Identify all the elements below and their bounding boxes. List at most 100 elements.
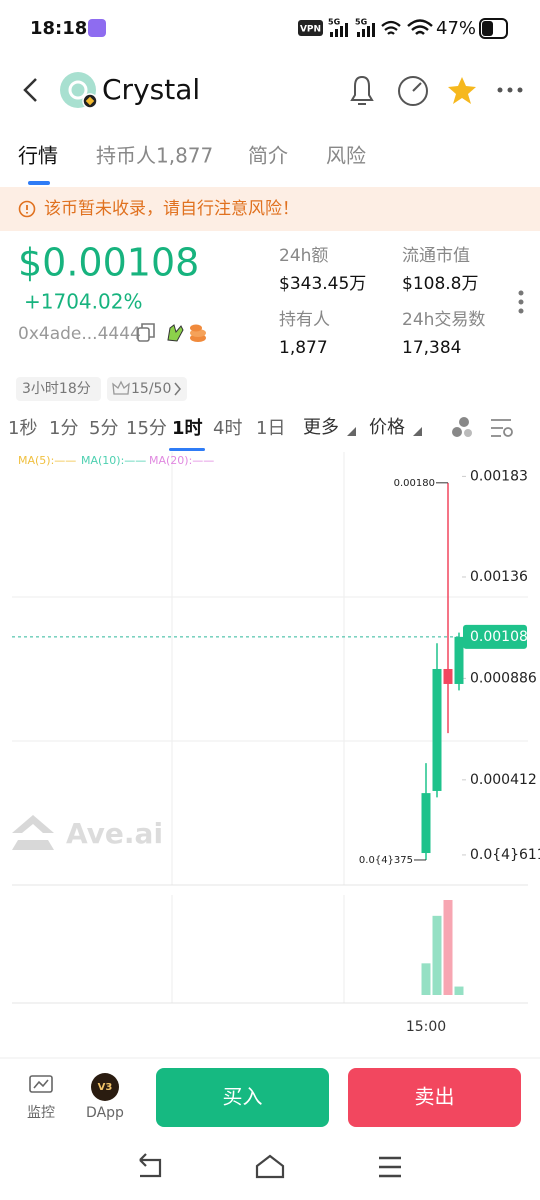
price-tag-label: 0.00108 bbox=[470, 629, 528, 645]
favorite-star[interactable] bbox=[448, 77, 476, 104]
interval[interactable]: 4时 bbox=[213, 418, 242, 439]
stat-value: 1,877 bbox=[279, 338, 328, 358]
nav-home[interactable] bbox=[255, 1154, 285, 1179]
stat-label: 24h交易数 bbox=[402, 310, 485, 330]
app-icon bbox=[88, 19, 106, 37]
interval-indicator bbox=[169, 448, 205, 451]
token-title: Crystal bbox=[102, 73, 200, 106]
candle-body bbox=[421, 793, 431, 854]
candle-body bbox=[432, 668, 442, 791]
volume-bar bbox=[432, 915, 442, 995]
y-tick-label: 0.00136 bbox=[470, 569, 528, 585]
stat-value: $108.8万 bbox=[402, 274, 478, 294]
gauge-icon[interactable] bbox=[398, 76, 428, 106]
score-text: 15/50 bbox=[131, 381, 171, 397]
price-tag bbox=[463, 624, 527, 649]
more-intervals[interactable]: 更多 bbox=[303, 417, 339, 438]
buy-label[interactable]: 买入 bbox=[223, 1085, 263, 1109]
ma-label: MA(10):—— bbox=[81, 454, 146, 467]
nav-back[interactable] bbox=[139, 1153, 162, 1178]
contract-address: 0x4ade...4444 bbox=[18, 324, 141, 344]
token-logo-mark bbox=[68, 80, 88, 100]
hotspot-icon bbox=[381, 20, 401, 35]
price-change: +1704.02% bbox=[24, 290, 142, 314]
stats-menu[interactable] bbox=[518, 290, 524, 314]
price: $0.00108 bbox=[18, 241, 199, 285]
volume-bar bbox=[454, 986, 464, 995]
interval[interactable]: 1时 bbox=[172, 418, 203, 439]
tab-indicator bbox=[28, 181, 50, 185]
tab[interactable]: 简介 bbox=[248, 144, 288, 168]
volume-bar bbox=[443, 900, 453, 995]
coins-icon bbox=[190, 324, 206, 342]
low-label: 0.0{4}375 bbox=[359, 855, 413, 866]
settings-icon[interactable] bbox=[491, 419, 513, 437]
watermark-logo bbox=[12, 815, 54, 850]
ma-label: MA(20):—— bbox=[149, 454, 214, 467]
y-tick-label: 0.0{4}611 bbox=[470, 847, 540, 863]
dapp-label[interactable]: DApp bbox=[86, 1105, 124, 1121]
battery-percent: 47% bbox=[436, 18, 476, 39]
warning-banner bbox=[0, 187, 540, 231]
clock: 18:18 bbox=[30, 18, 87, 39]
y-tick-label: 0.000886 bbox=[470, 670, 537, 686]
candle-chart: 0.00183 0.00136 0.000886 0.000412 0.0{4}611 0… bbox=[12, 468, 540, 995]
more-menu[interactable] bbox=[497, 87, 523, 93]
nav-menu[interactable] bbox=[379, 1156, 401, 1178]
volume-bar bbox=[421, 963, 431, 995]
crown-icon bbox=[112, 380, 130, 395]
chain-badge-mark bbox=[85, 96, 95, 106]
chart-area bbox=[0, 452, 540, 1012]
bell-icon[interactable] bbox=[350, 75, 374, 105]
sell-button[interactable] bbox=[348, 1068, 521, 1127]
dropdown-arrow bbox=[347, 427, 356, 436]
stat-label: 24h额 bbox=[279, 246, 328, 266]
score-badge[interactable] bbox=[107, 377, 187, 401]
vpn-box bbox=[298, 20, 323, 36]
stat-value: $343.45万 bbox=[279, 274, 366, 294]
dapp-badge: V3 bbox=[98, 1082, 113, 1093]
tab[interactable]: 行情 bbox=[18, 144, 58, 168]
stat-label: 持有人 bbox=[279, 310, 330, 330]
signal-1 bbox=[330, 23, 348, 37]
buy-button[interactable] bbox=[156, 1068, 329, 1127]
network-label: 5G bbox=[355, 18, 367, 27]
interval[interactable]: 1秒 bbox=[8, 418, 37, 439]
hand-icon bbox=[167, 324, 184, 342]
copy-icon[interactable] bbox=[137, 323, 155, 342]
warning-text: 该币暂未收录，请自行注意风险！ bbox=[44, 199, 299, 219]
network-label: 5G bbox=[328, 18, 340, 27]
ma-label: MA(5):—— bbox=[18, 454, 76, 467]
time-label: 15:00 bbox=[406, 1019, 446, 1035]
age-text: 3小时18分 bbox=[22, 381, 91, 397]
interval[interactable]: 1分 bbox=[49, 418, 78, 439]
dapp-icon[interactable] bbox=[91, 1073, 119, 1101]
monitor-label[interactable]: 监控 bbox=[27, 1105, 55, 1121]
y-tick-label: 0.000412 bbox=[470, 772, 537, 788]
vpn-label: VPN bbox=[300, 25, 321, 35]
age-badge bbox=[16, 377, 101, 401]
interval[interactable]: 5分 bbox=[89, 418, 118, 439]
candle-body bbox=[454, 636, 464, 684]
indicator-icon[interactable] bbox=[452, 417, 472, 437]
interval[interactable]: 15分 bbox=[126, 418, 167, 439]
tab[interactable]: 风险 bbox=[326, 144, 366, 168]
candle-body bbox=[443, 668, 453, 684]
stat-label: 流通市值 bbox=[402, 246, 470, 266]
dropdown-arrow bbox=[413, 427, 422, 436]
signal-2 bbox=[357, 23, 375, 37]
interval[interactable]: 1日 bbox=[256, 418, 285, 439]
battery-level bbox=[482, 21, 493, 36]
monitor-icon[interactable] bbox=[29, 1075, 53, 1093]
high-label: 0.00180 bbox=[394, 478, 435, 489]
y-tick-label: 0.00183 bbox=[470, 468, 528, 484]
price-toggle[interactable]: 价格 bbox=[369, 417, 405, 438]
warning-icon bbox=[18, 200, 36, 218]
wifi-icon bbox=[407, 19, 433, 35]
battery-outline bbox=[479, 18, 508, 39]
sell-label[interactable]: 卖出 bbox=[415, 1085, 455, 1109]
tab[interactable]: 持币人1,877 bbox=[96, 144, 213, 168]
back-button[interactable] bbox=[23, 78, 37, 102]
